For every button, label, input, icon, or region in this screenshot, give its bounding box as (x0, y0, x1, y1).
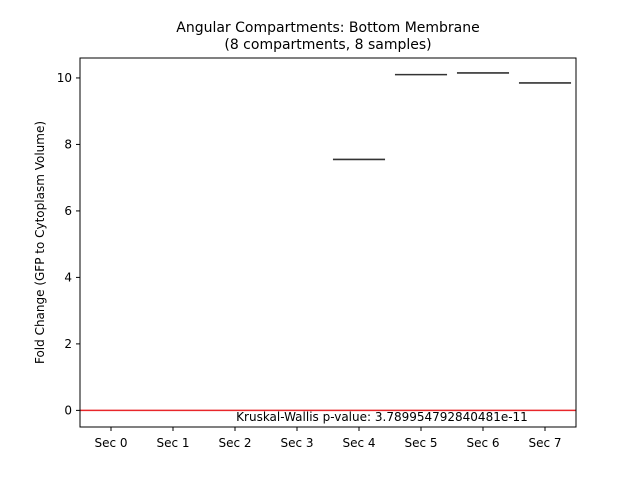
x-tick-label: Sec 1 (156, 436, 189, 450)
y-tick-label: 0 (64, 403, 72, 417)
x-tick-label: Sec 7 (528, 436, 561, 450)
y-tick-label: 10 (57, 71, 72, 85)
x-ticks: Sec 0 Sec 1 Sec 2 Sec 3 Sec 4 Sec 5 Sec 6 Sec 7 (94, 427, 562, 450)
y-tick-label: 6 (64, 204, 72, 218)
y-ticks: 0 2 4 6 8 10 (57, 71, 80, 417)
x-tick-label: Sec 2 (218, 436, 251, 450)
chart-title: Angular Compartments: Bottom Membrane (176, 20, 480, 36)
plot-area (80, 58, 576, 427)
y-tick-label: 2 (64, 337, 72, 351)
x-tick-label: Sec 5 (404, 436, 437, 450)
y-tick-label: 8 (64, 137, 72, 151)
x-tick-label: Sec 3 (280, 436, 313, 450)
kruskal-wallis-annotation: Kruskal-Wallis p-value: 3.78995479284048… (236, 410, 528, 424)
x-tick-label: Sec 4 (342, 436, 375, 450)
median-lines (332, 72, 572, 161)
x-tick-label: Sec 0 (94, 436, 127, 450)
x-tick-label: Sec 6 (466, 436, 499, 450)
y-axis-label: Fold Change (GFP to Cytoplasm Volume) (33, 121, 47, 364)
plot-frame (79, 57, 577, 428)
y-tick-label: 4 (64, 270, 72, 284)
chart-subtitle: (8 compartments, 8 samples) (224, 37, 431, 53)
